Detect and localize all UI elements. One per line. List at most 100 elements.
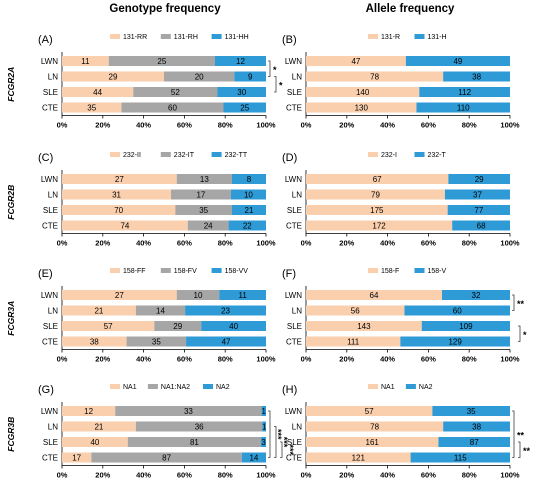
bar-segment bbox=[443, 71, 510, 82]
legend-label: 131-RH bbox=[174, 34, 198, 41]
x-tick-label: 40% bbox=[380, 471, 395, 480]
data-label: 38 bbox=[472, 73, 481, 82]
legend-swatch bbox=[368, 384, 378, 389]
x-tick-label: 40% bbox=[136, 355, 151, 364]
legend-label: NA2 bbox=[216, 384, 230, 391]
x-tick-label: 40% bbox=[136, 471, 151, 480]
data-label: 27 bbox=[115, 175, 124, 184]
data-label: 40 bbox=[90, 438, 99, 447]
bar-segment bbox=[62, 220, 188, 231]
bar-segment bbox=[306, 452, 411, 463]
data-label: 37 bbox=[473, 191, 482, 200]
bar-segment bbox=[306, 87, 420, 97]
category-label: SLE bbox=[287, 206, 302, 215]
x-tick-label: 100% bbox=[500, 239, 520, 248]
data-label: 70 bbox=[114, 206, 123, 215]
x-tick-label: 100% bbox=[500, 355, 520, 364]
data-label: 24 bbox=[204, 222, 213, 231]
data-label: 79 bbox=[371, 191, 380, 200]
data-label: 35 bbox=[152, 338, 161, 347]
data-label: 33 bbox=[184, 407, 193, 416]
gene-label: FCGR3B bbox=[6, 417, 16, 452]
x-tick-label: 40% bbox=[380, 239, 395, 248]
category-label: LN bbox=[48, 307, 58, 316]
legend-label: 131-H bbox=[428, 34, 447, 41]
bar-segment bbox=[306, 71, 444, 82]
x-tick-label: 0% bbox=[301, 121, 312, 130]
x-tick-label: 100% bbox=[256, 471, 276, 480]
data-label: 21 bbox=[94, 307, 103, 316]
x-tick-label: 0% bbox=[57, 121, 68, 130]
x-tick-label: 20% bbox=[95, 471, 110, 480]
data-label: 60 bbox=[453, 307, 462, 316]
bar-segment bbox=[306, 56, 406, 66]
bar-segment bbox=[164, 71, 235, 82]
significance-bracket bbox=[274, 76, 277, 93]
x-tick-label: 0% bbox=[301, 355, 312, 364]
bar-segment bbox=[121, 102, 224, 113]
data-label: 10 bbox=[194, 291, 203, 300]
data-label: 21 bbox=[94, 423, 103, 432]
significance-label: *** bbox=[285, 444, 295, 455]
bar-segment bbox=[306, 305, 405, 316]
data-label: 12 bbox=[84, 407, 93, 416]
data-label: 57 bbox=[365, 407, 374, 416]
panel-b: (B) 131-R 131-H 0% 20% 40% 60% 80% 100% LWN 47 49 LN… bbox=[282, 34, 520, 130]
bar-segment bbox=[133, 87, 218, 97]
category-label: LWN bbox=[41, 291, 58, 300]
x-tick-label: 100% bbox=[256, 355, 276, 364]
legend-label: 131-RR bbox=[123, 34, 147, 41]
x-tick-label: 80% bbox=[218, 355, 233, 364]
data-label: 23 bbox=[221, 307, 230, 316]
legend-label: NA2 bbox=[419, 384, 433, 391]
category-label: SLE bbox=[43, 322, 58, 331]
x-tick-label: 20% bbox=[95, 121, 110, 130]
bar-segment bbox=[444, 189, 510, 200]
data-label: 87 bbox=[470, 438, 479, 447]
data-label: 14 bbox=[249, 454, 258, 463]
x-tick-label: 0% bbox=[301, 239, 312, 248]
x-tick-label: 40% bbox=[380, 355, 395, 364]
bar-segment bbox=[400, 336, 510, 347]
bar-segment bbox=[443, 421, 510, 432]
significance-bracket bbox=[268, 60, 271, 77]
legend-swatch bbox=[110, 152, 120, 157]
bar-segment bbox=[234, 71, 266, 82]
data-label: 64 bbox=[370, 291, 379, 300]
category-label: CTE bbox=[42, 104, 58, 113]
data-label: 27 bbox=[115, 291, 124, 300]
x-tick-label: 0% bbox=[57, 471, 68, 480]
bar-segment bbox=[452, 220, 510, 231]
data-label: 121 bbox=[352, 454, 366, 463]
panel-label: (G) bbox=[38, 384, 54, 396]
data-label: 30 bbox=[237, 88, 246, 97]
bar-segment bbox=[62, 290, 177, 300]
bar-segment bbox=[438, 437, 510, 447]
bar-segment bbox=[306, 189, 445, 200]
bar-segment bbox=[230, 189, 266, 200]
bar-segment bbox=[62, 189, 172, 200]
category-label: LWN bbox=[41, 175, 58, 184]
legend-label: 232-II bbox=[123, 152, 141, 159]
category-label: LWN bbox=[285, 407, 302, 416]
bar-segment bbox=[232, 205, 266, 215]
category-label: CTE bbox=[286, 454, 302, 463]
category-label: LN bbox=[48, 73, 58, 82]
data-label: 47 bbox=[351, 57, 360, 66]
bar-segment bbox=[62, 102, 122, 113]
data-label: 52 bbox=[171, 88, 180, 97]
category-label: CTE bbox=[42, 222, 58, 231]
bar-segment bbox=[306, 421, 444, 432]
legend-label: 158-FV bbox=[174, 268, 197, 275]
data-label: 11 bbox=[238, 291, 247, 300]
data-label: 40 bbox=[229, 322, 238, 331]
x-tick-label: 20% bbox=[95, 355, 110, 364]
data-label: 13 bbox=[200, 175, 209, 184]
bar-segment bbox=[306, 220, 453, 231]
data-label: 67 bbox=[373, 175, 382, 184]
data-label: 143 bbox=[357, 322, 371, 331]
data-label: 111 bbox=[347, 338, 360, 347]
significance-label: ** bbox=[523, 446, 531, 456]
data-label: 35 bbox=[467, 407, 476, 416]
data-label: 130 bbox=[355, 104, 369, 113]
